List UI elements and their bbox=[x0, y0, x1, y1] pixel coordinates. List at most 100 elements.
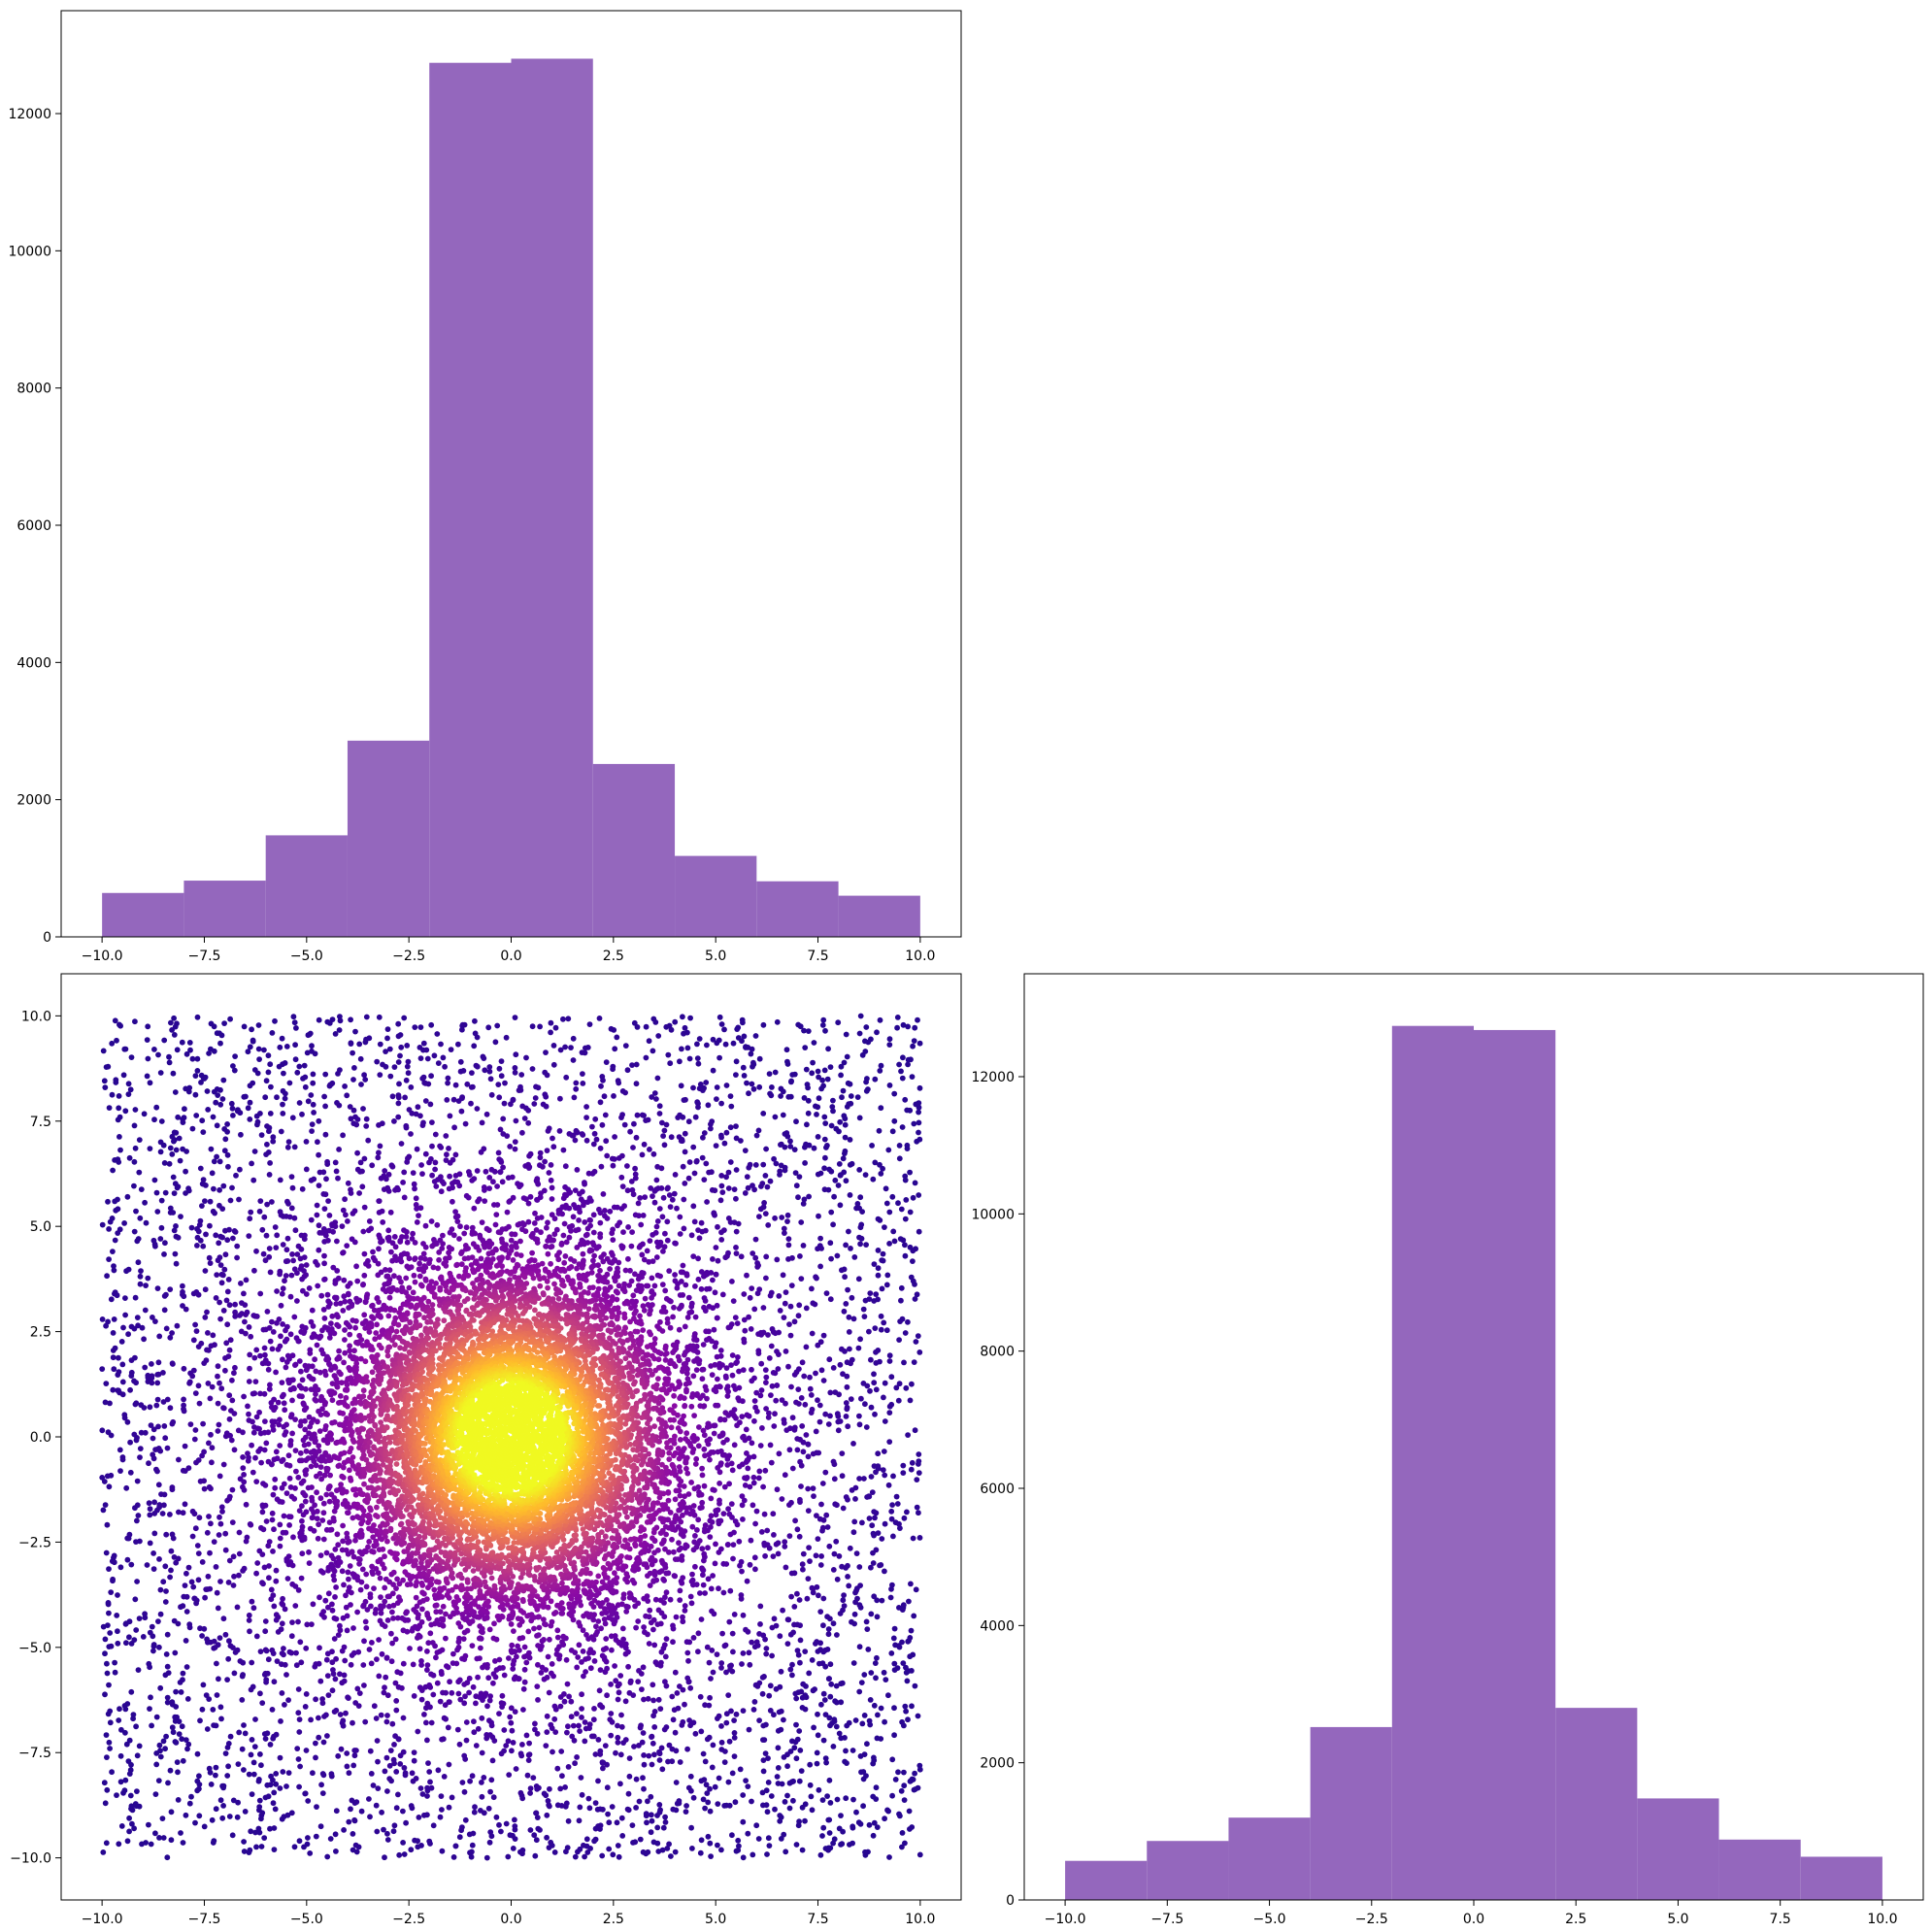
bottom-left-point bbox=[870, 1832, 877, 1839]
bottom-left-point bbox=[831, 1193, 837, 1200]
bottom-left-point bbox=[368, 1603, 374, 1610]
bottom-left-point bbox=[800, 1681, 807, 1687]
bottom-left-point bbox=[126, 1154, 133, 1161]
bottom-left-point bbox=[164, 1854, 171, 1861]
bottom-left-point bbox=[761, 1511, 768, 1517]
bottom-left-point bbox=[579, 1791, 585, 1798]
bottom-left-point bbox=[782, 1300, 788, 1307]
bottom-left-point bbox=[844, 1406, 850, 1413]
bottom-left-point bbox=[561, 1220, 568, 1227]
bottom-left-point bbox=[880, 1165, 885, 1172]
bottom-left-point bbox=[596, 1016, 603, 1021]
bottom-left-point bbox=[512, 1816, 517, 1823]
bottom-left-point bbox=[302, 1704, 309, 1710]
bottom-left-point bbox=[447, 1113, 453, 1119]
bottom-left-point bbox=[755, 1350, 762, 1356]
bottom-left-point bbox=[169, 1330, 176, 1336]
bottom-left-point bbox=[203, 1357, 210, 1364]
bottom-left-point bbox=[217, 1473, 223, 1480]
bottom-left-point bbox=[724, 1462, 731, 1468]
bottom-left-point bbox=[296, 1063, 303, 1070]
bottom-left-point bbox=[430, 1822, 437, 1829]
bottom-left-point bbox=[213, 1806, 219, 1813]
bottom-left-point bbox=[545, 1653, 551, 1660]
bottom-left-point bbox=[550, 1043, 557, 1049]
bottom-left-point bbox=[264, 1309, 271, 1315]
bottom-left-point bbox=[807, 1374, 813, 1381]
bottom-left-point bbox=[548, 1162, 554, 1168]
bottom-left-point bbox=[468, 1100, 474, 1107]
bottom-left-point bbox=[663, 1589, 670, 1596]
bottom-left-point bbox=[224, 1128, 231, 1135]
bottom-left-point bbox=[519, 1129, 525, 1136]
bottom-left-point bbox=[271, 1679, 278, 1685]
bottom-left-point bbox=[817, 1851, 824, 1858]
bottom-left-point bbox=[277, 1521, 283, 1528]
bottom-left-point bbox=[157, 1236, 164, 1242]
bottom-left-point bbox=[350, 1211, 356, 1216]
bottom-left-point bbox=[714, 1084, 720, 1090]
bottom-left-point bbox=[456, 1183, 463, 1189]
bottom-left-point bbox=[429, 1119, 435, 1125]
bottom-left-point bbox=[216, 1421, 222, 1428]
bottom-left-point bbox=[719, 1291, 726, 1298]
bottom-left-point bbox=[709, 1372, 716, 1378]
bottom-left-point bbox=[253, 1570, 259, 1577]
bottom-left-point bbox=[407, 1646, 413, 1651]
bottom-left-point bbox=[232, 1229, 239, 1235]
bottom-left-point bbox=[691, 1539, 698, 1546]
bottom-left-point bbox=[209, 1816, 216, 1823]
bottom-left-point bbox=[155, 1423, 161, 1430]
bottom-left-point bbox=[173, 1260, 180, 1267]
bottom-left-point bbox=[752, 1162, 759, 1168]
bottom-left-point bbox=[333, 1584, 339, 1590]
bottom-left-point bbox=[267, 1269, 274, 1276]
bottom-left-point bbox=[761, 1540, 768, 1547]
bottom-left-point bbox=[825, 1421, 832, 1427]
bottom-left-point bbox=[99, 1221, 106, 1228]
bottom-left-point bbox=[716, 1014, 723, 1020]
bottom-left-point bbox=[749, 1081, 755, 1087]
top-left-y-tick-label: 2000 bbox=[17, 793, 51, 809]
bottom-left-point bbox=[253, 1844, 259, 1850]
bottom-left-point bbox=[180, 1510, 186, 1516]
bottom-left-point bbox=[452, 1173, 459, 1179]
bottom-left-point bbox=[170, 1174, 177, 1181]
bottom-left-point bbox=[823, 1145, 829, 1150]
bottom-left-point bbox=[345, 1180, 351, 1186]
bottom-left-point bbox=[626, 1773, 633, 1780]
bottom-left-point bbox=[225, 1580, 232, 1585]
bottom-left-point bbox=[650, 1626, 656, 1633]
bottom-left-point bbox=[863, 1024, 870, 1030]
bottom-left-point bbox=[348, 1190, 354, 1196]
bottom-left-point bbox=[875, 1216, 882, 1222]
bottom-left-point bbox=[472, 1804, 478, 1811]
bottom-left-point bbox=[382, 1768, 388, 1775]
bottom-left-point bbox=[830, 1365, 837, 1371]
bottom-left-point bbox=[586, 1021, 593, 1027]
bottom-left-point bbox=[269, 1516, 276, 1523]
bottom-left-point bbox=[723, 1083, 730, 1088]
bottom-left-point bbox=[794, 1648, 801, 1653]
bottom-left-point bbox=[616, 1689, 622, 1696]
bottom-left-point bbox=[513, 1674, 518, 1681]
bottom-left-point bbox=[898, 1206, 905, 1213]
bottom-left-point bbox=[332, 1031, 339, 1037]
bottom-left-point bbox=[400, 1660, 407, 1667]
bottom-left-point bbox=[561, 1698, 568, 1705]
bottom-left-point bbox=[777, 1172, 783, 1178]
bottom-left-point bbox=[288, 1810, 295, 1816]
bottom-left-point bbox=[863, 1773, 869, 1779]
bottom-left-point bbox=[142, 1429, 149, 1436]
bottom-left-point bbox=[152, 1318, 158, 1324]
bottom-left-point bbox=[102, 1084, 109, 1090]
bottom-left-point bbox=[713, 1508, 719, 1514]
bottom-left-point bbox=[886, 1410, 893, 1416]
bottom-left-point bbox=[335, 1554, 342, 1561]
bottom-left-point bbox=[738, 1558, 745, 1565]
bottom-left-point bbox=[457, 1068, 464, 1075]
bottom-left-point bbox=[894, 1024, 900, 1031]
bottom-left-point bbox=[615, 1739, 621, 1746]
bottom-left-point bbox=[471, 1809, 478, 1815]
bottom-left-point bbox=[341, 1277, 348, 1283]
